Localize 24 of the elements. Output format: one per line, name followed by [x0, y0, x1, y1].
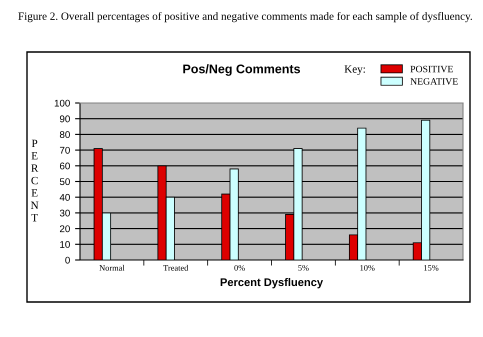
chart-title: Pos/Neg Comments	[183, 64, 300, 76]
x-tick-label: 5%	[298, 265, 309, 271]
y-tick-label: 70	[60, 146, 70, 154]
legend-title: Key:	[344, 65, 365, 76]
y-tick-label: 30	[60, 210, 70, 217]
legend-label: NEGATIVE	[410, 78, 458, 85]
x-tick-label: 10%	[360, 265, 375, 271]
caption: Figure 2. Overall percentages of positive and negative comments made for each sample of dysfluency.	[18, 12, 472, 22]
y-tick-label: 40	[60, 194, 70, 201]
y-tick-label: 60	[60, 162, 70, 170]
x-tick-label: 15%	[424, 265, 438, 271]
y-tick-label: 50	[60, 178, 70, 186]
y-tick-label: 90	[60, 115, 70, 122]
y-tick-label: 20	[60, 225, 70, 232]
y-tick-label: 10	[60, 241, 70, 248]
y-tick-label: 80	[60, 131, 70, 138]
legend-label: POSITIVE	[410, 66, 453, 72]
y-tick-label: 0	[65, 256, 70, 264]
y-axis-title: PERCENT	[30, 140, 38, 222]
x-tick-label: Normal	[99, 264, 124, 271]
x-tick-label: 0%	[234, 265, 245, 271]
y-tick-label: 100	[54, 100, 70, 107]
x-axis-title: Percent Dysfluency	[220, 278, 324, 288]
x-tick-label: Treated	[163, 264, 188, 271]
